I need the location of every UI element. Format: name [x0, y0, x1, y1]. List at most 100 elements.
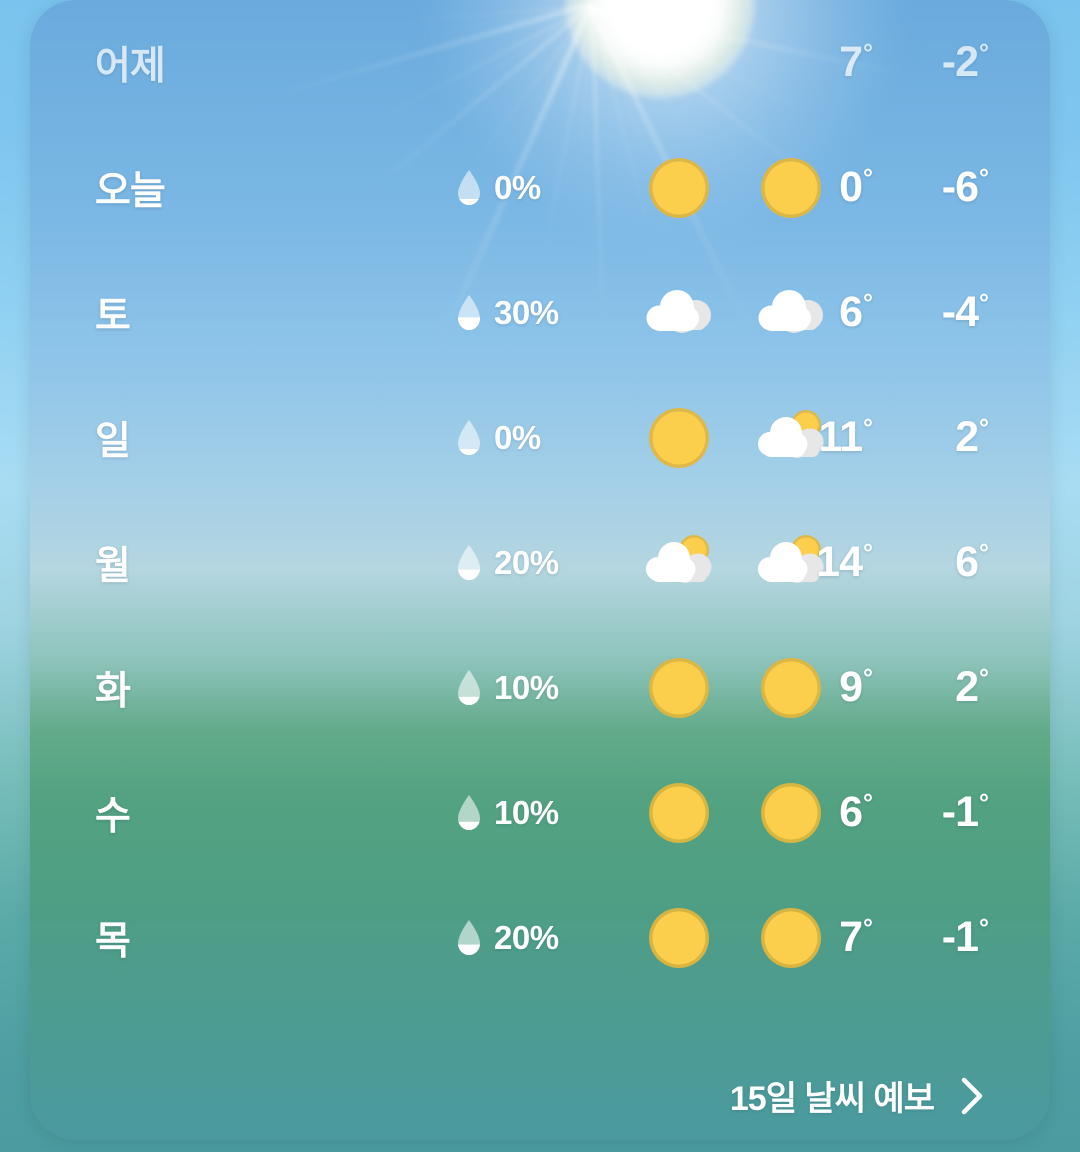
weather-icon-group: [640, 530, 830, 596]
sun-icon: [640, 655, 718, 721]
forecast-row[interactable]: 어제 7° -2°: [30, 0, 1050, 125]
sun-behind-cloud-icon: [752, 530, 830, 596]
cloud-icon: [752, 280, 830, 346]
temperature-group: 11° 2°: [780, 413, 989, 462]
weather-forecast-card: 어제 7° -2° 오늘 0% 0° -6° 토 30% 6° -4° 일 0% 11° 2° 월 20% 14°…: [30, 0, 1050, 1140]
precipitation-group: 30%: [455, 294, 635, 332]
low-temperature-value: -6: [941, 163, 979, 211]
degree-symbol: °: [979, 288, 989, 317]
forecast-row[interactable]: 수 10% 6 ° -1°: [30, 750, 1050, 875]
degree-symbol: °: [979, 788, 989, 817]
high-temperature-value: 7: [839, 913, 863, 961]
day-label: 월: [95, 544, 131, 588]
low-temperature: -4°: [892, 288, 989, 337]
forecast-row[interactable]: 화 10% 9° 2°: [30, 625, 1050, 750]
degree-symbol: °: [863, 663, 873, 692]
high-temperature: 7°: [780, 913, 873, 962]
weather-icon-group: [640, 780, 830, 846]
low-temperature: -1°: [892, 788, 989, 837]
degree-symbol: °: [979, 163, 989, 192]
high-temperature: 9°: [780, 663, 873, 712]
degree-symbol: °: [979, 913, 989, 942]
precipitation-probability: 10%: [494, 793, 559, 831]
precipitation-probability: 20%: [494, 543, 559, 581]
day-label: 목: [95, 919, 131, 963]
water-drop-icon: [455, 794, 483, 832]
sun-icon: [752, 905, 830, 971]
forecast-row[interactable]: 일 0% 11° 2°: [30, 375, 1050, 500]
high-temperature: 0°: [780, 163, 873, 212]
forecast-row[interactable]: 목 20% 7° -1°: [30, 875, 1050, 1000]
low-temperature-value: -4: [941, 288, 979, 336]
degree-symbol: °: [863, 38, 873, 67]
high-temperature-value: 9: [839, 663, 863, 711]
sun-icon: [640, 905, 718, 971]
low-temperature: -1°: [892, 913, 989, 962]
precipitation-group: 0%: [455, 419, 635, 457]
water-drop-icon: [455, 669, 483, 707]
weather-icon-group: [640, 655, 830, 721]
sun-behind-cloud-icon: [752, 405, 830, 471]
low-temperature: 2°: [892, 413, 989, 462]
precipitation-probability: 30%: [494, 293, 559, 331]
sun-icon: [640, 405, 718, 471]
low-temperature: 6°: [892, 538, 989, 587]
day-label: 화: [95, 669, 131, 713]
precipitation-group: 0%: [455, 169, 635, 207]
day-label: 수: [95, 794, 131, 838]
precipitation-group: 10%: [455, 669, 635, 707]
degree-symbol: °: [863, 413, 873, 442]
high-temperature: 14°: [780, 538, 873, 587]
temperature-group: 6° -4°: [780, 288, 989, 337]
sun-behind-cloud-icon: [640, 530, 718, 596]
fifteen-day-forecast-link[interactable]: 15일 날씨 예보: [730, 1071, 988, 1120]
low-temperature-value: 2: [955, 413, 979, 461]
precipitation-group: 20%: [455, 919, 635, 957]
precipitation-group: 20%: [455, 544, 635, 582]
day-label: 토: [95, 294, 131, 338]
weather-icon-group: [640, 155, 830, 221]
high-temperature: 7°: [780, 38, 873, 87]
forecast-row[interactable]: 월 20% 14° 6°: [30, 500, 1050, 625]
low-temperature-value: -1: [941, 913, 979, 961]
day-label: 오늘: [95, 169, 166, 213]
high-temperature-value: 0: [839, 163, 863, 211]
forecast-row[interactable]: 오늘 0% 0° -6°: [30, 125, 1050, 250]
water-drop-icon: [455, 169, 483, 207]
day-label: 어제: [95, 44, 166, 88]
precipitation-group: 10%: [455, 794, 635, 832]
temperature-group: 6 ° -1°: [780, 788, 989, 837]
low-temperature-value: 2: [955, 663, 979, 711]
high-temperature-value: 6: [839, 288, 863, 336]
chevron-right-icon: [956, 1074, 988, 1118]
low-temperature-value: -2: [941, 38, 979, 86]
water-drop-icon: [455, 919, 483, 957]
day-label: 일: [95, 419, 131, 463]
water-drop-icon: [455, 544, 483, 582]
high-temperature-value: 7: [839, 38, 863, 86]
degree-symbol: °: [979, 663, 989, 692]
sun-icon: [752, 655, 830, 721]
high-temperature-value: 6: [839, 788, 863, 836]
degree-symbol: °: [863, 163, 873, 192]
weather-icon-group: [640, 280, 830, 346]
degree-symbol: °: [863, 913, 873, 942]
sun-icon: [752, 780, 830, 846]
degree-symbol: °: [979, 38, 989, 67]
low-temperature: 2°: [892, 663, 989, 712]
sun-icon: [640, 155, 718, 221]
temperature-group: 7° -1°: [780, 913, 989, 962]
degree-symbol: °: [979, 413, 989, 442]
degree-symbol: °: [979, 538, 989, 567]
precipitation-probability: 20%: [494, 918, 559, 956]
degree-symbol: °: [863, 288, 873, 317]
sun-icon: [752, 155, 830, 221]
forecast-row[interactable]: 토 30% 6° -4°: [30, 250, 1050, 375]
high-temperature-value: 14: [816, 538, 863, 586]
precipitation-probability: 0%: [494, 418, 541, 456]
forecast-row-list: 어제 7° -2° 오늘 0% 0° -6° 토 30% 6° -4° 일 0% 11° 2° 월 20% 14°…: [30, 0, 1050, 1000]
degree-symbol: °: [863, 538, 873, 567]
temperature-group: 9° 2°: [780, 663, 989, 712]
temperature-group: 0° -6°: [780, 163, 989, 212]
high-temperature: 6°: [780, 288, 873, 337]
